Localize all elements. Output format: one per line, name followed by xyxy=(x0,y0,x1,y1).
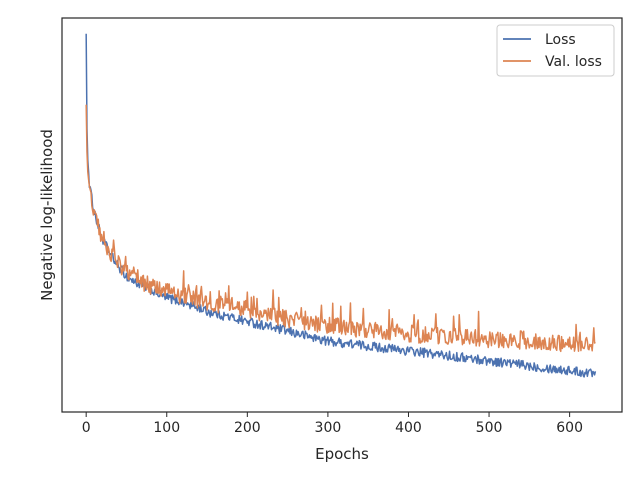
x-tick-label: 200 xyxy=(234,420,261,436)
x-tick-label: 600 xyxy=(556,420,583,436)
series-line-val-loss xyxy=(85,104,596,353)
x-axis-label: Epochs xyxy=(315,445,369,463)
series-line-loss xyxy=(85,33,597,378)
legend-box xyxy=(496,24,615,77)
plot-lines xyxy=(85,33,597,378)
legend-label: Val. loss xyxy=(545,54,602,70)
x-tick-label: 100 xyxy=(153,420,180,436)
x-tick-label: 0 xyxy=(82,420,91,436)
y-axis-label: Negative log-likelihood xyxy=(38,129,56,301)
x-axis-ticks: 0 100 200 300 400 500 600 xyxy=(82,412,583,436)
plot-frame xyxy=(61,17,623,413)
legend-label: Loss xyxy=(545,32,576,48)
legend: Loss Val. loss xyxy=(496,24,615,77)
x-tick-label: 400 xyxy=(395,420,422,436)
x-tick-label: 500 xyxy=(476,420,503,436)
x-tick-label: 300 xyxy=(315,420,342,436)
